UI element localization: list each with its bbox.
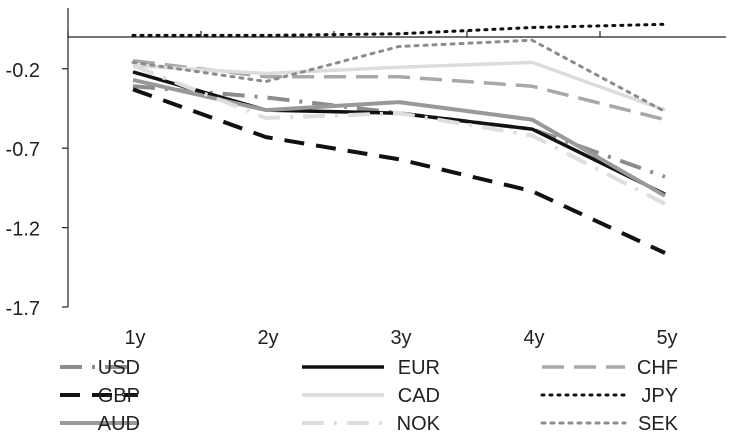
legend-label-cad: CAD [398, 385, 440, 407]
x-tick-label: 1y [124, 327, 145, 349]
y-tick-label: -1.7 [6, 298, 40, 320]
legend-label-nok: NOK [397, 413, 441, 435]
series-line-nok [132, 63, 666, 206]
x-tick-label: 5y [656, 327, 677, 349]
legend-label-aud: AUD [98, 413, 140, 435]
legend-label-eur: EUR [398, 357, 440, 379]
series-line-aud [132, 77, 666, 198]
series-lines [131, 22, 667, 255]
x-tick-label: 4y [523, 327, 544, 349]
y-tick-label: -0.2 [6, 60, 40, 82]
series-line-eur [132, 70, 666, 196]
x-tick-labels: 1y 2y 3y 4y 5y [124, 327, 677, 349]
series-line-chf [132, 59, 666, 122]
y-tick-label: -1.2 [6, 219, 40, 241]
legend-label-usd: USD [98, 357, 140, 379]
series-line-cad [132, 60, 666, 112]
x-tick-label: 2y [257, 327, 278, 349]
y-tick-label: -0.7 [6, 139, 40, 161]
y-tick-labels: -0.2 -0.7 -1.2 -1.7 [6, 60, 40, 320]
legend-label-jpy: JPY [641, 385, 678, 407]
axes [62, 8, 726, 308]
legend-label-sek: SEK [638, 413, 679, 435]
legend-label-chf: CHF [637, 357, 678, 379]
series-line-gbp [132, 87, 666, 255]
series-line-jpy [131, 22, 667, 37]
series-line-sek [131, 38, 667, 114]
legend-label-gbp: GBP [98, 385, 140, 407]
legend: USD EUR CHF GBP CAD JPY AUD NOK SEK [60, 357, 679, 435]
x-tick-label: 3y [390, 327, 411, 349]
